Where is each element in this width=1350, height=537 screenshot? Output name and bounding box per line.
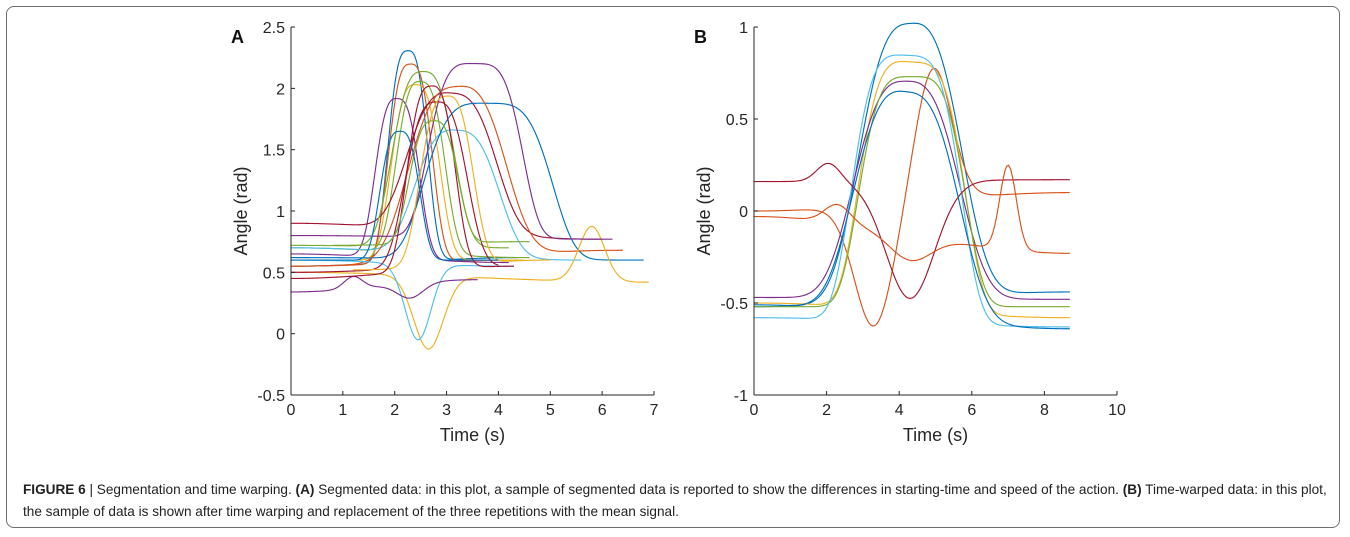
x-tick-label: 1 [338,402,347,419]
x-tick: 1 [338,391,347,419]
series-line-4 [754,80,1070,300]
x-tick: 5 [546,391,555,419]
y-tick-label: 1.5 [263,143,285,160]
series-line-9 [754,90,1070,330]
y-tick-label: -0.5 [257,388,285,405]
series-line-18 [332,120,530,246]
caption-a-tag: (A) [295,482,315,497]
series-line-10 [291,225,649,350]
x-tick: 0 [287,391,296,419]
x-tick-label: 10 [1108,402,1126,419]
y-tick: 0 [739,204,758,221]
caption-a-text: Segmented data: in this plot, a sample o… [318,482,1119,497]
panel-letter-a: A [231,27,244,47]
figure-frame: A 0 1 2 3 4 5 6 7 -0.5 0 0.5 1 1.5 2 2.5 Time (s) Angle … [6,6,1340,528]
caption-b-text: Time-warped data: in this plot, the samp… [23,482,1327,519]
x-tick-label: 6 [598,402,607,419]
caption-title: Segmentation and time warping. [96,482,292,497]
y-tick: 0.5 [263,265,295,282]
y-tick-label: 1 [739,20,748,37]
y-tick: 2 [276,81,295,98]
x-axis-label: Time (s) [903,425,968,445]
y-tick: -1 [734,388,758,405]
caption-b-tag: (B) [1122,482,1142,497]
figure-caption: FIGURE 6 | Segmentation and time warping… [23,479,1339,523]
y-tick: -0.5 [257,388,295,405]
y-tick-label: -0.5 [720,296,748,313]
y-axis-label: Angle (rad) [231,166,251,255]
y-tick-label: 2 [276,81,285,98]
panel-letter-b: B [694,27,707,47]
series-line-1 [291,50,520,267]
x-tick: 8 [1040,391,1049,419]
caption-separator: | [85,482,97,497]
x-tick: 2 [390,391,399,419]
y-tick-label: 0 [739,204,748,221]
x-axis-label: Time (s) [440,425,505,445]
series-line-11 [291,62,613,240]
y-tick-label: 0 [276,327,285,344]
series-line-3 [754,60,1070,319]
series-line-19 [291,130,499,261]
x-tick-label: 4 [494,402,503,419]
x-tick-label: 6 [967,402,976,419]
series-line-6 [754,54,1070,328]
y-tick: 0 [276,327,295,344]
caption-figure-label: FIGURE 6 [23,482,86,497]
x-tick: 4 [895,391,904,419]
panel-b: B 0 2 4 6 8 10 -1 -0.5 0 0.5 1 Time (s) Angle (rad) [694,20,1126,445]
x-tick-label: 7 [650,402,659,419]
y-tick-label: -1 [734,388,748,405]
series-line-6 [291,129,582,261]
x-tick-label: 3 [442,402,451,419]
y-tick: 2.5 [263,20,295,37]
y-tick: 1.5 [263,143,295,160]
x-tick-label: 5 [546,402,555,419]
series-line-5 [754,76,1070,308]
x-tick: 6 [598,391,607,419]
series-line-9 [291,85,623,267]
x-tick: 6 [967,391,976,419]
x-tick-label: 0 [750,402,759,419]
series-line-17 [291,85,514,280]
series-line-7 [754,162,1070,299]
y-tick: 1 [739,20,758,37]
x-tick: 10 [1108,391,1126,419]
y-tick-label: 0.5 [726,112,748,129]
x-tick-label: 0 [287,402,296,419]
x-tick: 0 [750,391,759,419]
y-axis-label: Angle (rad) [694,166,714,255]
y-tick-label: 0.5 [263,265,285,282]
x-tick-label: 2 [822,402,831,419]
y-tick: 1 [276,204,295,221]
x-tick: 4 [494,391,503,419]
x-tick: 2 [822,391,831,419]
x-tick: 7 [650,391,659,419]
x-tick-label: 4 [895,402,904,419]
series-line-8 [291,102,644,261]
series-line-8 [754,164,1070,262]
series-line-14 [291,101,499,273]
series-line-16 [353,95,551,271]
x-tick-label: 2 [390,402,399,419]
series-line-15 [291,275,478,299]
y-tick: -0.5 [720,296,758,313]
y-tick-label: 1 [276,204,285,221]
y-tick-label: 2.5 [263,20,285,37]
x-tick-label: 8 [1040,402,1049,419]
x-tick: 3 [442,391,451,419]
series-line-2 [754,67,1070,327]
y-tick: 0.5 [726,112,758,129]
series-line-1 [754,22,1070,308]
series-line-4 [291,97,509,264]
series-line-7 [291,92,603,240]
